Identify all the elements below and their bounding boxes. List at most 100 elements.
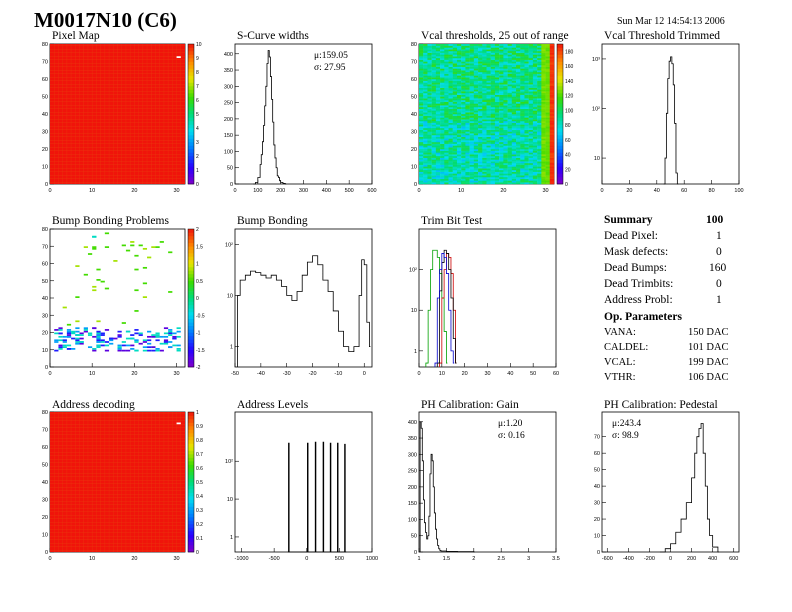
vcal-thresholds-cell [482,105,487,108]
vcal-thresholds-cell [435,87,441,90]
pixel-map-colorbar-step-37 [188,51,194,55]
vcal-thresholds-cell [482,91,487,94]
vcal-thresholds-cell [431,79,437,81]
vcal-thresholds-cell [494,164,500,167]
bump-bonding-problems-point [134,339,139,342]
vcal-thresholds-cell [465,150,470,153]
vcal-thresholds-cell [427,126,432,129]
bump-bonding-problems-point [66,329,72,331]
vcal-thresholds-cell [431,182,437,185]
vcal-thresholds-cell [473,177,479,179]
vcal-thresholds-cell [541,142,546,144]
vcal-thresholds-cell [499,72,504,74]
vcal-thresholds-cell [440,89,445,92]
address-decoding-colorbar-step-19 [188,482,194,486]
vcal-thresholds-cell [427,54,432,57]
vcal-thresholds-cell [507,124,513,127]
vcal-thresholds-cell [440,175,445,178]
bump-bonding-problems-point [62,306,67,309]
vcal-thresholds-cell [537,168,542,171]
vcal-thresholds-cell [469,150,475,153]
vcal-thresholds-cell [499,70,504,73]
vcal-thresholds-cell [541,77,546,80]
vcal-thresholds-cell [520,133,525,136]
vcal-thresholds-cell [444,96,449,99]
vcal-thresholds-cell [549,161,555,164]
vcal-thresholds-cell [440,100,445,102]
bump-bonding-problems-colorbar-step-27 [188,270,194,275]
vcal-thresholds-cell [427,98,432,101]
vcal-thresholds-cell [490,150,496,153]
address-decoding-colorbar-step-25 [188,461,194,465]
vcal-thresholds-cell [461,117,466,120]
vcal-thresholds-cell [452,154,458,157]
vcal-thresholds-cell [486,175,491,178]
vcal-thresholds-cell [524,61,529,64]
vcal-thresholds-cell [549,159,555,162]
ph-pedestal-ytick-label-3: 30 [594,501,600,507]
vcal-thresholds-cell [444,166,449,169]
vcal-thresholds-cell [520,79,525,81]
vcal-thresholds-cell [545,173,550,176]
bump-bonding-problems-point [79,342,84,345]
vcal-thresholds-cell [473,56,479,59]
vcal-thresholds-cell [456,170,462,172]
scurve-widths-xtick-label-0: 0 [233,188,236,194]
vcal-thresholds-cell [528,72,534,74]
vcal-thresholds-cell [511,103,517,106]
vcal-thresholds-cell [511,72,517,74]
vcal-thresholds-cell [423,140,428,143]
vcal-thresholds-cell [511,101,517,104]
bump-bonding-problems-point [83,327,88,330]
vcal-thresholds-cell [545,112,550,115]
vcal-thresholds-cell [528,152,534,155]
vcal-thresholds-colorbar-step-19 [557,114,563,118]
vcal-thresholds-cell [452,93,458,95]
vcal-thresholds-cell [478,163,483,165]
vcal-thresholds-cell [482,77,487,80]
vcal-thresholds-cell [431,147,437,150]
vcal-thresholds-cell [444,80,449,83]
vcal-thresholds-cell [520,166,525,169]
vcal-thresholds-cell [469,175,475,178]
vcal-thresholds-cell [482,61,487,64]
vcal-thresholds-cell [520,80,525,83]
vcal-thresholds-cell [452,49,458,52]
vcal-thresholds-cell [549,180,555,183]
ph-pedestal-stat-1: σ: 98.9 [612,431,639,441]
title-pixel-map: Pixel Map [52,30,100,42]
bump-bonding-problems-point [163,332,169,335]
vcal-thresholds-cell [532,68,538,71]
bump-bonding-problems-point [172,337,177,340]
vcal-thresholds-cell [486,79,491,81]
vcal-thresholds-cell [516,70,521,73]
vcal-thresholds-cell [419,117,424,120]
vcal-thresholds-cell [528,117,534,120]
vcal-thresholds-cell [465,87,470,90]
vcal-thresholds-cell [461,44,466,46]
bump-bonding-problems-point [100,334,105,336]
pixel-map-xtick-label-3: 30 [174,188,180,194]
vcal-thresholds-cell [507,91,513,94]
vcal-thresholds-colorbar-step-36 [557,54,563,59]
vcal-thresholds-cell [520,94,525,97]
vcal-thresholds-cell [440,124,445,127]
pixel-map-xtick-label-0: 0 [48,188,51,194]
vcal-thresholds-cell [473,49,479,52]
vcal-thresholds-cell [524,152,529,155]
vcal-thresholds-cell [448,68,453,71]
vcal-thresholds-cell [537,128,542,130]
vcal-thresholds-cell [549,87,555,90]
bump-bonding-problems-point [66,330,72,333]
vcal-thresholds-cell [507,93,513,95]
vcal-thresholds-cell [461,59,466,62]
vcal-thresholds-cell [448,82,453,85]
vcal-thresholds-cell [448,126,453,129]
vcal-thresholds-cell [545,135,550,137]
vcal-thresholds-cell [494,128,500,130]
vcal-thresholds-cell [423,100,428,102]
vcal-thresholds-cell [435,79,441,81]
vcal-thresholds-cell [431,150,437,153]
vcal-thresholds-cell [541,147,546,150]
vcal-thresholds-cell [482,122,487,125]
